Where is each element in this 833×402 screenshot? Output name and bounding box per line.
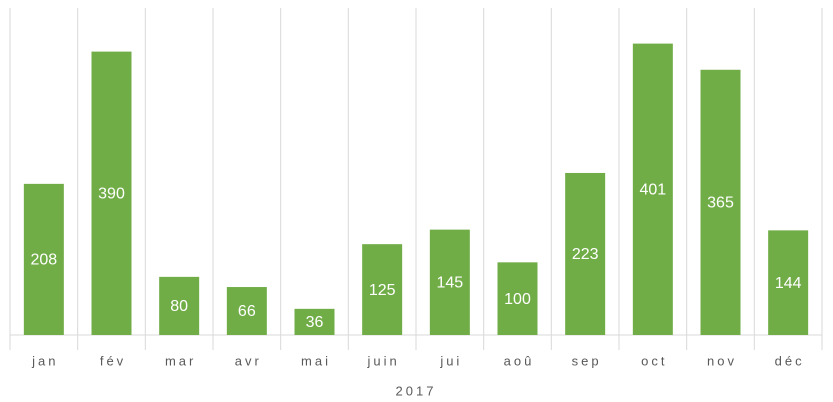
x-tick-label: aoû: [504, 353, 535, 368]
group-label: 2017: [396, 383, 437, 398]
bar: [429, 229, 470, 335]
data-label: 401: [639, 182, 666, 199]
bar: [91, 51, 132, 335]
data-label: 80: [170, 298, 188, 315]
x-tick-label: jui: [439, 353, 462, 368]
x-tick-label: oct: [641, 353, 667, 368]
x-tick-label: juin: [367, 353, 400, 368]
x-tick-label: nov: [707, 353, 737, 368]
data-label: 208: [30, 252, 57, 269]
data-label: 100: [504, 291, 531, 308]
bar: [768, 230, 809, 335]
x-tick-label: mar: [165, 353, 196, 368]
data-label: 144: [775, 275, 802, 292]
x-tick-label: sep: [572, 353, 602, 368]
data-label: 125: [369, 282, 396, 299]
x-tick-label: mai: [301, 353, 331, 368]
x-tick-label: avr: [235, 353, 262, 368]
data-label: 390: [98, 186, 125, 203]
bar: [565, 172, 606, 335]
bar: [497, 262, 538, 335]
bar: [226, 287, 267, 335]
bar: [294, 308, 335, 335]
x-tick-label: déc: [775, 353, 805, 368]
x-tick-label: fév: [100, 353, 126, 368]
data-label: 365: [707, 195, 734, 212]
data-label: 66: [238, 303, 256, 320]
bar: [23, 183, 64, 335]
bar: [632, 43, 673, 336]
bar: [159, 276, 200, 335]
x-tick-label: jan: [31, 353, 58, 368]
bar: [362, 244, 403, 335]
data-label: 145: [436, 275, 463, 292]
data-label: 36: [306, 314, 324, 331]
data-label: 223: [572, 246, 599, 263]
bar: [700, 69, 741, 336]
